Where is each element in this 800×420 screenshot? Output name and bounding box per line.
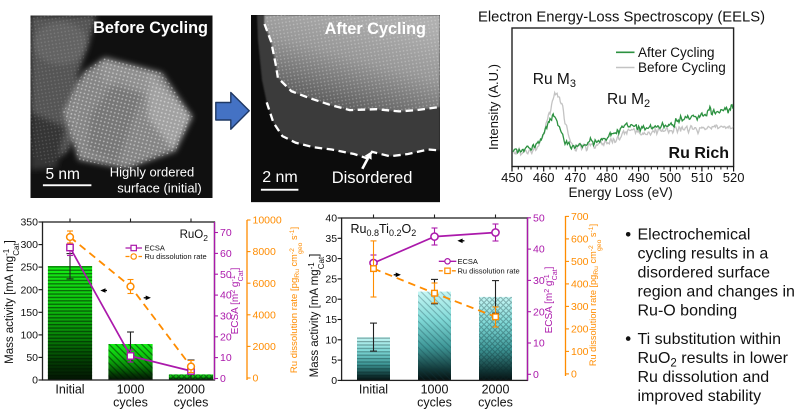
svg-text:300: 300 — [20, 239, 38, 251]
svg-text:Ru0.8Ti0.2O2: Ru0.8Ti0.2O2 — [351, 222, 417, 238]
svg-text:700: 700 — [571, 211, 589, 223]
svg-text:Ru M2: Ru M2 — [607, 91, 650, 110]
svg-text:Intensity (A.U.): Intensity (A.U.) — [486, 64, 501, 150]
svg-text:200: 200 — [20, 284, 38, 296]
svg-text:Ru dissolution rate: Ru dissolution rate — [145, 252, 207, 261]
svg-text:RuO2 results in lower: RuO2 results in lower — [638, 350, 789, 370]
svg-text:100: 100 — [20, 330, 38, 342]
svg-text:60: 60 — [220, 248, 232, 260]
svg-text:460: 460 — [533, 170, 555, 185]
svg-text:2000: 2000 — [253, 341, 277, 353]
svg-text:cycles: cycles — [113, 396, 148, 410]
svg-text:50: 50 — [220, 269, 232, 281]
svg-text:After Cycling: After Cycling — [638, 45, 715, 60]
svg-text:100: 100 — [571, 346, 589, 358]
svg-text:450: 450 — [501, 170, 523, 185]
svg-text:cycles: cycles — [417, 396, 452, 410]
svg-text:Electrochemical: Electrochemical — [638, 227, 751, 244]
svg-text:Mass activity [mA mg-1Cat]: Mass activity [mA mg-1Cat] — [2, 240, 21, 364]
svg-text:disordered surface: disordered surface — [638, 265, 771, 282]
svg-text:Ru-O bonding: Ru-O bonding — [638, 303, 738, 320]
svg-text:improved stability: improved stability — [638, 388, 762, 405]
svg-text:cycles: cycles — [478, 396, 513, 410]
svg-text:40: 40 — [533, 244, 545, 256]
svg-text:After Cycling: After Cycling — [325, 20, 426, 38]
svg-text:20: 20 — [325, 294, 337, 306]
svg-text:0: 0 — [533, 369, 539, 381]
svg-text:Highly ordered: Highly ordered — [110, 165, 195, 180]
svg-text:30: 30 — [325, 253, 337, 265]
svg-text:0: 0 — [331, 375, 337, 387]
svg-text:400: 400 — [571, 279, 589, 291]
svg-text:5 nm: 5 nm — [46, 166, 80, 183]
svg-text:Ru M3: Ru M3 — [533, 71, 576, 90]
svg-text:5: 5 — [331, 355, 337, 367]
svg-text:cycles: cycles — [174, 396, 209, 410]
svg-text:Initial: Initial — [55, 383, 84, 397]
svg-text:ECSA: ECSA — [145, 244, 165, 253]
svg-text:300: 300 — [571, 301, 589, 313]
svg-text:surface (initial): surface (initial) — [117, 181, 202, 196]
svg-text:Mass activity [mA mg-1Cat]: Mass activity [mA mg-1Cat] — [307, 254, 326, 378]
svg-text:50: 50 — [533, 212, 545, 224]
svg-text:500: 500 — [571, 256, 589, 268]
svg-text:1000: 1000 — [117, 383, 145, 397]
svg-text:10: 10 — [220, 352, 232, 364]
svg-text:8000: 8000 — [253, 246, 277, 258]
svg-text:0: 0 — [571, 369, 577, 381]
svg-text:500: 500 — [659, 170, 681, 185]
svg-text:Before Cycling: Before Cycling — [638, 60, 726, 75]
svg-text:200: 200 — [571, 324, 589, 336]
svg-text:0: 0 — [32, 375, 38, 387]
svg-text:470: 470 — [564, 170, 586, 185]
svg-text:ECSA: ECSA — [458, 257, 478, 266]
svg-text:Energy Loss (eV): Energy Loss (eV) — [568, 185, 672, 200]
svg-text:0: 0 — [220, 373, 226, 385]
svg-text:Disordered: Disordered — [332, 169, 413, 187]
svg-text:4000: 4000 — [253, 309, 277, 321]
svg-text:150: 150 — [20, 307, 38, 319]
svg-text:25: 25 — [325, 274, 337, 286]
svg-text:10: 10 — [533, 338, 545, 350]
svg-text:40: 40 — [325, 213, 337, 225]
svg-text:490: 490 — [628, 170, 650, 185]
svg-text:510: 510 — [691, 170, 713, 185]
svg-text:Ru dissolution rate [pgRu cm-2: Ru dissolution rate [pgRu cm-2geo s-1] — [289, 227, 304, 373]
svg-text:Ti substitution within: Ti substitution within — [638, 331, 781, 348]
svg-text:35: 35 — [325, 233, 337, 245]
svg-text:600: 600 — [571, 234, 589, 246]
svg-text:20: 20 — [533, 306, 545, 318]
svg-text:20: 20 — [220, 331, 232, 343]
svg-text:Ru dissolution rate: Ru dissolution rate — [458, 266, 520, 275]
svg-text:40: 40 — [220, 290, 232, 302]
svg-text:Initial: Initial — [359, 383, 388, 397]
svg-text:6000: 6000 — [253, 278, 277, 290]
svg-text:2000: 2000 — [482, 383, 510, 397]
svg-text:cycling results in a: cycling results in a — [638, 246, 769, 263]
svg-text:0: 0 — [253, 373, 259, 385]
svg-text:ECSA [m2 g-1Cat]: ECSA [m2 g-1Cat] — [230, 267, 245, 334]
svg-text:2000: 2000 — [177, 383, 205, 397]
svg-text:Electron Energy-Loss Spectrosc: Electron Energy-Loss Spectroscopy (EELS) — [478, 10, 765, 26]
svg-text:2 nm: 2 nm — [262, 169, 298, 186]
svg-text:Ru dissolution rate [pgRu cm-2: Ru dissolution rate [pgRu cm-2geo s-1] — [588, 224, 603, 366]
svg-text:250: 250 — [20, 262, 38, 274]
svg-text:RuO2: RuO2 — [180, 229, 209, 243]
svg-text:10000: 10000 — [253, 215, 282, 227]
svg-text:15: 15 — [325, 314, 337, 326]
svg-text:30: 30 — [220, 311, 232, 323]
svg-text:ECSA [m2 g-1Cat]: ECSA [m2 g-1Cat] — [544, 266, 559, 333]
svg-text:region and changes in: region and changes in — [638, 284, 795, 301]
svg-text:350: 350 — [20, 217, 38, 229]
svg-text:480: 480 — [596, 170, 618, 185]
svg-text:Ru dissolution and: Ru dissolution and — [638, 369, 770, 386]
svg-text:1000: 1000 — [421, 383, 449, 397]
svg-text:50: 50 — [26, 352, 38, 364]
svg-text:Ru Rich: Ru Rich — [669, 145, 729, 162]
svg-text:520: 520 — [723, 170, 745, 185]
svg-text:10: 10 — [325, 334, 337, 346]
svg-text:30: 30 — [533, 275, 545, 287]
svg-text:70: 70 — [220, 227, 232, 239]
svg-text:Before Cycling: Before Cycling — [93, 19, 208, 37]
